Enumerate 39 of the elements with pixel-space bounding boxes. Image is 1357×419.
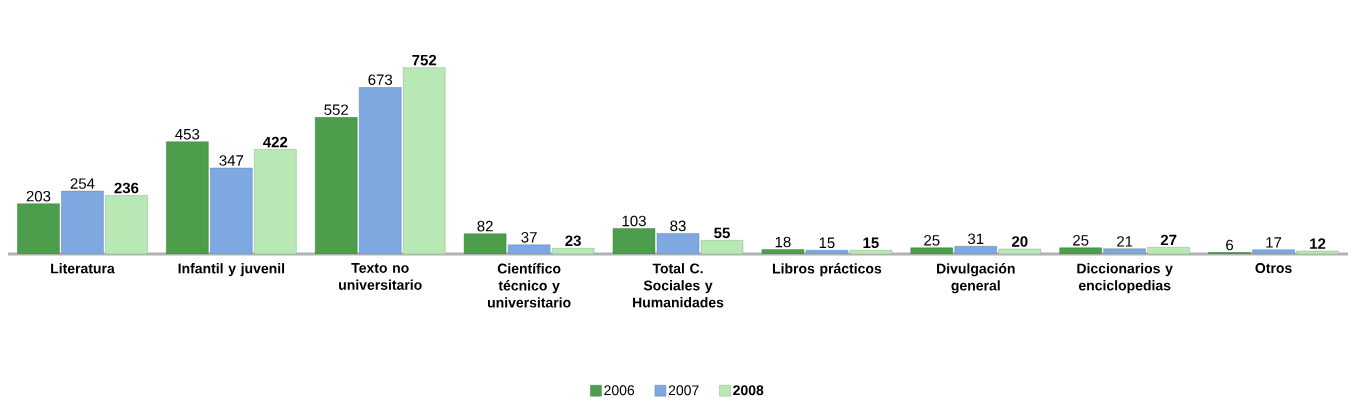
x-tick-label: Total C. Sociales y Humanidades bbox=[633, 263, 724, 308]
x-tick-label: Divulgación general bbox=[937, 263, 1015, 294]
data-label: 27 bbox=[1160, 234, 1177, 246]
legend-label: 2006 bbox=[604, 385, 635, 396]
data-label: 55 bbox=[714, 227, 730, 239]
data-label: 422 bbox=[263, 136, 288, 148]
data-label: 6 bbox=[1226, 239, 1234, 251]
data-label: 236 bbox=[114, 182, 139, 194]
data-label: 103 bbox=[622, 215, 646, 227]
data-label: 25 bbox=[1073, 234, 1089, 246]
data-label: 83 bbox=[670, 220, 686, 232]
data-label: 15 bbox=[863, 237, 879, 249]
data-label: 12 bbox=[1310, 238, 1326, 249]
data-label: 82 bbox=[477, 220, 493, 232]
data-label: 21 bbox=[1117, 236, 1133, 247]
x-tick-label: Libros prácticos bbox=[772, 263, 882, 277]
x-tick-label: Otros bbox=[1255, 263, 1292, 274]
data-label: 752 bbox=[412, 54, 437, 66]
x-tick-label: Diccionarios y enciclopedias bbox=[1077, 263, 1173, 294]
data-label: 453 bbox=[175, 128, 200, 140]
x-tick-label: Infantil y juvenil bbox=[178, 263, 285, 277]
data-label: 254 bbox=[70, 178, 95, 189]
data-label: 673 bbox=[368, 74, 393, 86]
x-tick-label: Literatura bbox=[51, 263, 115, 274]
x-tick-label: Científico técnico y universitario bbox=[487, 263, 571, 308]
data-label: 347 bbox=[219, 155, 244, 166]
data-label: 18 bbox=[775, 236, 791, 248]
data-label: 17 bbox=[1266, 237, 1282, 248]
x-tick-label: Texto no universitario bbox=[339, 263, 422, 290]
data-label: 15 bbox=[819, 237, 835, 249]
legend-label: 2007 bbox=[668, 385, 699, 396]
data-label: 23 bbox=[565, 235, 581, 247]
data-label: 203 bbox=[26, 190, 51, 202]
data-label: 37 bbox=[521, 232, 537, 243]
data-label: 20 bbox=[1011, 236, 1028, 247]
data-label: 25 bbox=[924, 234, 940, 246]
legend-label: 2008 bbox=[733, 385, 764, 396]
data-label: 31 bbox=[968, 233, 984, 245]
data-label: 552 bbox=[324, 104, 348, 115]
